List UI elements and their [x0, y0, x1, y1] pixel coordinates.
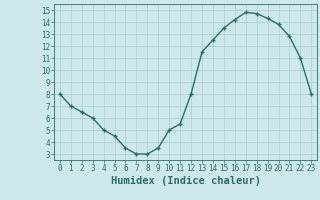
X-axis label: Humidex (Indice chaleur): Humidex (Indice chaleur) — [111, 176, 260, 186]
